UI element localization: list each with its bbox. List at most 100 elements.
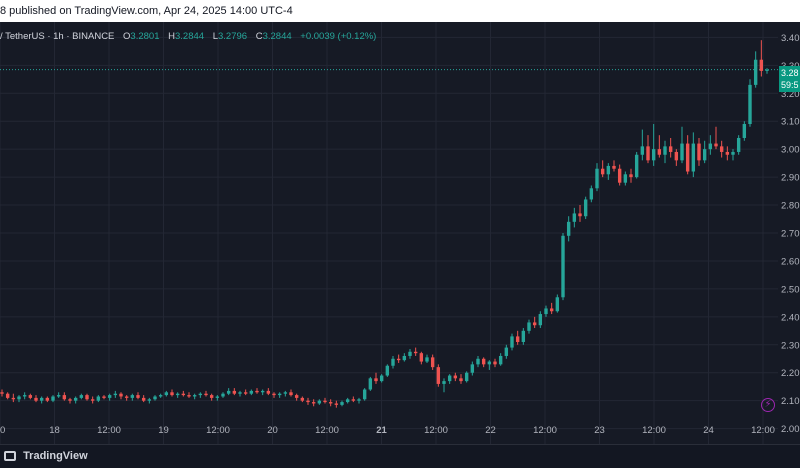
x-tick-label: 24	[703, 425, 714, 436]
candle-body	[566, 221, 571, 236]
candle-body	[96, 396, 101, 401]
x-tick-label: 12:00	[97, 425, 121, 436]
candle-body	[759, 59, 764, 71]
y-tick-label: 3.10	[781, 117, 800, 128]
candle-body	[753, 59, 758, 85]
candle-body	[11, 397, 16, 400]
candle-body	[510, 336, 514, 348]
candle-body	[385, 365, 390, 376]
y-tick-label: 2.30	[781, 340, 800, 351]
candle-body	[124, 396, 129, 398]
candle-body	[374, 378, 378, 382]
candle-body	[396, 358, 401, 361]
x-tick-label: 22	[485, 425, 496, 436]
candle-body	[476, 358, 480, 365]
change-value: +0.0039 (+0.12%)	[300, 31, 377, 42]
x-tick-label: 00	[0, 425, 5, 436]
candle-body	[617, 168, 622, 183]
candle-body	[464, 372, 469, 382]
open-value: 3.2801	[130, 31, 160, 42]
candle-body	[657, 149, 662, 155]
candle-body	[430, 357, 435, 368]
candle-body	[515, 336, 520, 342]
candle-body	[345, 399, 350, 403]
candle-body	[238, 392, 242, 394]
y-tick-label: 3.20	[781, 89, 800, 100]
chart-area[interactable]: 3.403.303.203.103.002.902.802.702.602.50…	[0, 22, 800, 444]
candle-body	[79, 395, 84, 398]
close-value: 3.2844	[262, 31, 292, 42]
x-tick-label: 18	[49, 425, 60, 436]
candle-body	[294, 395, 299, 398]
candle-body	[538, 314, 543, 326]
candle-body	[600, 168, 605, 175]
symbol-title: / TetherUS · 1h · BINANCE	[0, 31, 115, 42]
candle-body	[402, 355, 407, 361]
candle-body	[685, 143, 690, 172]
candle-body	[334, 403, 339, 405]
candle-body	[748, 84, 752, 125]
candle-body	[765, 69, 769, 71]
candle-body	[549, 308, 554, 312]
candle-body	[266, 390, 271, 394]
y-tick-label: 2.80	[781, 201, 800, 212]
candle-body	[221, 393, 225, 397]
candle-body	[487, 361, 492, 365]
candle-body	[289, 392, 293, 396]
candle-body	[493, 361, 497, 365]
candle-body	[119, 393, 123, 397]
candle-body	[306, 400, 310, 403]
candle-body	[45, 397, 50, 401]
candles	[0, 40, 769, 408]
x-tick-label: 20	[267, 425, 278, 436]
x-tick-label: 12:00	[206, 425, 230, 436]
candle-body	[272, 393, 276, 396]
candle-body	[175, 393, 180, 396]
candle-body	[277, 393, 282, 396]
candle-body	[187, 395, 191, 397]
candle-body	[181, 393, 186, 396]
close-label: C	[255, 31, 263, 42]
candle-body	[351, 399, 356, 401]
candle-body	[204, 393, 208, 396]
candle-body	[714, 143, 718, 147]
candle-body	[555, 297, 560, 312]
candle-body	[34, 397, 38, 401]
x-tick-label: 12:00	[315, 425, 339, 436]
candle-body	[612, 165, 616, 169]
candle-body	[629, 174, 633, 178]
candle-body	[651, 149, 656, 161]
y-tick-label: 2.40	[781, 312, 800, 323]
candle-body	[147, 399, 152, 401]
x-tick-label: 12:00	[751, 425, 775, 436]
tradingview-logo-icon	[4, 451, 16, 462]
bolt-icon[interactable]: ⚡	[761, 398, 775, 412]
candle-body	[90, 399, 95, 401]
x-axis: 00 18 12:00 19 12:00 20 12:00 21 12:00 22 12:00 23 1…	[0, 425, 775, 436]
candle-body	[368, 378, 373, 390]
candle-body	[606, 165, 611, 175]
candle-body	[646, 146, 650, 161]
candle-body	[164, 392, 169, 396]
candle-body	[0, 392, 4, 394]
high-label: H	[168, 31, 175, 42]
candle-body	[527, 322, 531, 331]
y-tick-label: 2.10	[781, 396, 800, 407]
candle-body	[192, 395, 197, 397]
candle-body	[232, 390, 237, 394]
candle-body	[379, 375, 384, 382]
candle-body	[73, 397, 78, 401]
candle-body	[357, 399, 361, 401]
candle-body	[323, 400, 327, 403]
published-header: 8 published on TradingView.com, Apr 24, …	[0, 0, 800, 22]
candle-body	[260, 390, 265, 393]
y-tick-label: 2.60	[781, 256, 800, 267]
candle-body	[300, 397, 305, 401]
candle-body	[742, 124, 747, 138]
x-tick-label: 12:00	[533, 425, 557, 436]
candlestick-chart[interactable]: 3.403.303.203.103.002.902.802.702.602.50…	[0, 22, 800, 444]
candle-body	[436, 367, 441, 384]
y-tick-label: 2.70	[781, 229, 800, 240]
candle-body	[215, 396, 220, 398]
candle-body	[22, 395, 27, 397]
